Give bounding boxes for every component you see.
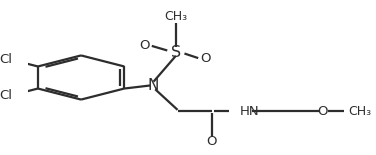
Text: O: O xyxy=(317,105,327,118)
Text: O: O xyxy=(200,52,210,65)
Text: S: S xyxy=(171,44,181,60)
Text: CH₃: CH₃ xyxy=(164,11,187,24)
Text: O: O xyxy=(139,39,150,52)
Text: HN: HN xyxy=(240,105,259,118)
Text: CH₃: CH₃ xyxy=(348,105,371,118)
Text: N: N xyxy=(148,78,159,93)
Text: O: O xyxy=(207,135,217,148)
Text: Cl: Cl xyxy=(0,53,12,66)
Text: Cl: Cl xyxy=(0,89,12,102)
